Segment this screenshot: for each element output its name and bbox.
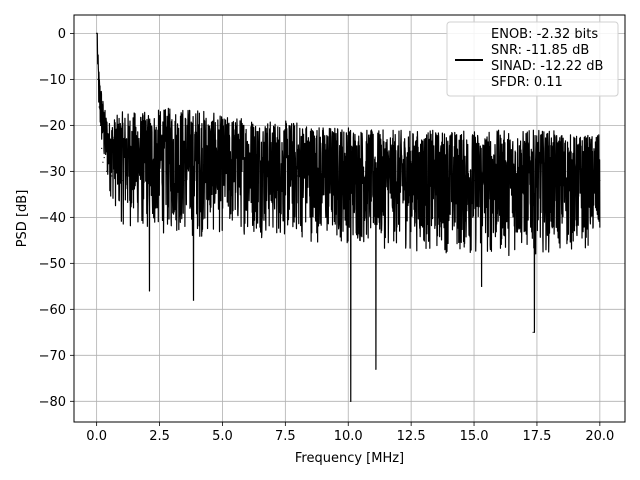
y-tick-label: 0 — [58, 27, 66, 42]
psd-data-point — [111, 175, 113, 177]
psd-data-point — [480, 285, 483, 287]
psd-data-point — [272, 175, 274, 177]
x-tick-label: 15.0 — [460, 429, 489, 444]
x-tick-label: 17.5 — [522, 429, 551, 444]
psd-data-point — [146, 170, 148, 172]
legend-entry: SNR: -11.85 dB — [491, 43, 589, 58]
psd-data-point — [322, 175, 324, 177]
psd-data-point — [397, 179, 400, 182]
psd-data-point — [101, 147, 103, 149]
x-tick-label: 0.0 — [86, 429, 107, 444]
psd-data-point — [196, 179, 198, 182]
psd-data-point — [372, 175, 375, 177]
psd-data-point — [103, 156, 105, 159]
psd-data-point — [423, 175, 425, 177]
psd-data-point — [360, 175, 362, 177]
psd-data-point — [448, 179, 450, 182]
psd-data-point — [99, 124, 102, 126]
psd-data-point — [548, 179, 551, 182]
psd-data-point — [535, 175, 537, 177]
psd-data-point — [498, 175, 500, 177]
psd-data-point — [106, 170, 108, 172]
psd-data-point — [108, 161, 110, 163]
psd-data-point — [247, 170, 249, 172]
y-tick-label: −10 — [39, 73, 66, 88]
psd-data-point — [350, 400, 352, 402]
psd-data-point — [151, 175, 153, 177]
psd-data-point — [192, 299, 195, 301]
legend-box — [446, 21, 619, 97]
psd-data-point — [204, 175, 206, 177]
psd-data-point — [158, 170, 161, 172]
x-tick-label: 12.5 — [397, 429, 426, 444]
y-tick-label: −50 — [39, 257, 66, 272]
psd-data-point — [148, 290, 151, 292]
y-tick-label: −30 — [39, 165, 66, 180]
psd-data-point — [574, 175, 576, 177]
psd-data-point — [102, 161, 104, 163]
psd-data-point — [375, 368, 377, 370]
psd-series-line — [96, 32, 601, 402]
psd-data-point — [532, 331, 534, 333]
psd-data-point — [352, 175, 354, 177]
x-tick-label: 10.0 — [334, 429, 363, 444]
x-axis-title: Frequency [MHz] — [295, 451, 404, 466]
axes-frame — [73, 14, 626, 423]
psd-data-point — [96, 32, 98, 34]
psd-data-point — [171, 175, 173, 177]
x-tick-label: 5.0 — [212, 429, 233, 444]
psd-data-point — [136, 179, 138, 182]
psd-data-point — [347, 175, 349, 177]
psd-data-point — [98, 106, 100, 108]
legend-entry: SINAD: -12.22 dB — [491, 59, 603, 74]
psd-data-point — [473, 179, 475, 182]
x-tick-label: 7.5 — [275, 429, 296, 444]
y-axis-title: PSD [dB] — [15, 190, 30, 248]
psd-data-point — [97, 78, 99, 80]
y-tick-label: −60 — [39, 303, 66, 318]
psd-data-point — [221, 175, 224, 177]
psd-data-point — [121, 179, 123, 182]
x-tick-label: 20.0 — [585, 429, 614, 444]
psd-data-point — [523, 179, 525, 182]
legend-entry: SFDR: 0.11 — [491, 75, 563, 90]
y-tick-label: −20 — [39, 119, 66, 134]
legend-entry: ENOB: -2.32 bits — [491, 27, 598, 42]
psd-data-point — [297, 175, 299, 177]
y-tick-label: −40 — [39, 211, 66, 226]
x-tick-label: 2.5 — [149, 429, 170, 444]
plot-area — [96, 32, 601, 402]
y-tick-label: −70 — [39, 349, 66, 364]
psd-data-point — [116, 170, 118, 172]
psd-data-point — [184, 179, 186, 182]
psd-data-point — [128, 175, 130, 177]
ticks: 0.0 2.5 5.0 7.5 10.0 12.5 15.0 17.5 20.0 0 −10 −20 −… — [39, 27, 615, 444]
psd-data-point — [599, 179, 601, 182]
y-tick-label: −80 — [39, 395, 66, 410]
